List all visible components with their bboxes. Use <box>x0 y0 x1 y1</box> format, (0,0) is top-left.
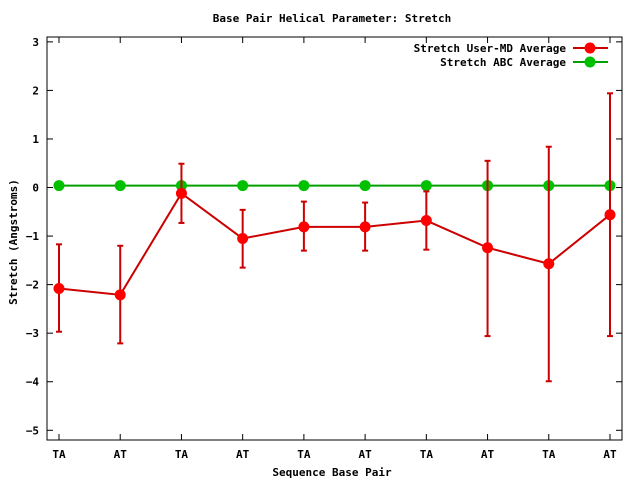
data-point-abc <box>298 180 310 192</box>
data-point-user-md <box>420 215 432 227</box>
series-line-user-md <box>58 191 611 296</box>
data-point-abc <box>114 180 126 192</box>
y-tick-label: −1 <box>26 230 40 243</box>
x-tick-label: AT <box>481 448 495 461</box>
y-tick-label: 1 <box>32 133 39 146</box>
x-axis: TA AT TA AT TA AT TA AT TA AT <box>52 37 617 461</box>
y-tick-label: −2 <box>26 279 39 292</box>
legend-label-user-md: Stretch User-MD Average <box>414 42 567 55</box>
x-tick-label: TA <box>52 448 66 461</box>
x-axis-label: Sequence Base Pair <box>272 466 392 479</box>
series-layer <box>53 92 616 383</box>
data-point-abc <box>359 180 371 192</box>
plot-frame <box>46 36 623 441</box>
data-point-abc <box>237 180 249 192</box>
data-point-user-md <box>53 283 65 295</box>
data-point-user-md <box>298 221 310 233</box>
x-tick-label: TA <box>297 448 311 461</box>
series-abc <box>53 180 616 192</box>
series-user-md <box>53 92 616 383</box>
data-point-user-md <box>359 221 371 233</box>
legend: Stretch User-MD Average Stretch ABC Aver… <box>414 42 608 69</box>
x-tick-label: AT <box>603 448 617 461</box>
y-axis-label: Stretch (Angstroms) <box>7 179 20 305</box>
x-tick-label: TA <box>420 448 434 461</box>
y-tick-label: 0 <box>32 182 39 195</box>
y-tick-label: 2 <box>32 84 39 97</box>
y-tick-label: −4 <box>26 376 40 389</box>
chart-title: Base Pair Helical Parameter: Stretch <box>213 12 451 25</box>
x-tick-label: AT <box>358 448 372 461</box>
y-tick-label: −5 <box>26 424 39 437</box>
x-tick-label: TA <box>542 448 556 461</box>
data-point-user-md <box>237 233 249 244</box>
data-point-user-md <box>604 209 616 221</box>
y-tick-label: 3 <box>32 36 39 49</box>
legend-label-abc: Stretch ABC Average <box>440 56 566 69</box>
y-axis: 3 2 1 0 −1 −2 −3 −4 −5 <box>26 36 622 437</box>
data-point-user-md <box>543 258 555 270</box>
data-point-abc <box>420 180 432 192</box>
data-point-abc <box>53 180 65 192</box>
data-point-user-md <box>482 242 494 254</box>
x-tick-label: AT <box>114 448 128 461</box>
legend-marker-user-md <box>584 42 596 54</box>
data-point-user-md <box>175 187 187 199</box>
x-tick-label: AT <box>236 448 250 461</box>
data-point-user-md <box>114 289 126 301</box>
x-tick-label: TA <box>175 448 189 461</box>
legend-marker-abc <box>584 56 596 68</box>
y-tick-label: −3 <box>26 327 39 340</box>
